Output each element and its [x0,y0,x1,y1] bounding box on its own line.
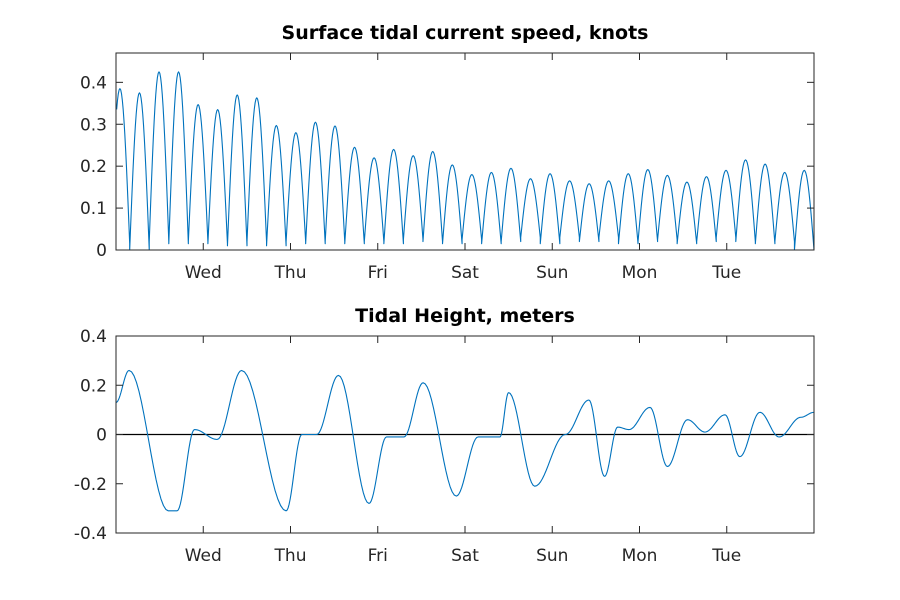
current-speed-series [116,71,815,251]
current-speed-panel: Surface tidal current speed, knots 00.10… [80,22,815,283]
tidal-height-x-axis: Wed Thu Fri Sat Sun Mon Tue [185,336,741,566]
x-tick-label-sun: Sun [536,263,568,283]
x-tick-label-mon: Mon [622,546,658,566]
tidal-height-axes-box [115,335,815,534]
x-tick-label-wed: Wed [185,546,222,566]
current-speed-x-axis: Wed Thu Fri Sat Sun Mon Tue [185,53,741,283]
x-tick-label-fri: Fri [368,546,388,566]
y-tick-label: -0.2 [74,475,107,495]
current-speed-axes-box [115,52,815,251]
x-tick-label-wed: Wed [185,263,222,283]
x-tick-label-fri: Fri [368,263,388,283]
tidal-height-title: Tidal Height, meters [355,305,575,327]
tidal-height-y-axis: -0.4 -0.2 0 0.2 0.4 [74,327,814,544]
y-tick-label: 0.4 [80,327,107,347]
tidal-height-series [115,369,815,512]
y-tick-label: 0.1 [80,199,107,219]
y-tick-label: 0 [96,241,107,261]
x-tick-label-tue: Tue [711,546,741,566]
y-tick-label: 0.2 [80,157,107,177]
x-tick-label-sat: Sat [451,263,479,283]
y-tick-label: 0 [96,426,107,446]
x-tick-label-mon: Mon [622,263,658,283]
x-tick-label-thu: Thu [274,546,307,566]
y-tick-label: 0.4 [80,73,107,93]
x-tick-label-sat: Sat [451,546,479,566]
current-speed-title: Surface tidal current speed, knots [282,22,649,44]
x-tick-label-sun: Sun [536,546,568,566]
tidal-height-panel: Tidal Height, meters -0.4 -0.2 0 0.2 0.4 Wed… [74,305,815,566]
y-tick-label: -0.4 [74,524,107,544]
current-speed-y-axis: 0 0.1 0.2 0.3 0.4 [80,73,814,261]
x-tick-label-tue: Tue [711,263,741,283]
x-tick-label-thu: Thu [274,263,307,283]
y-tick-label: 0.2 [80,376,107,396]
y-tick-label: 0.3 [80,115,107,135]
